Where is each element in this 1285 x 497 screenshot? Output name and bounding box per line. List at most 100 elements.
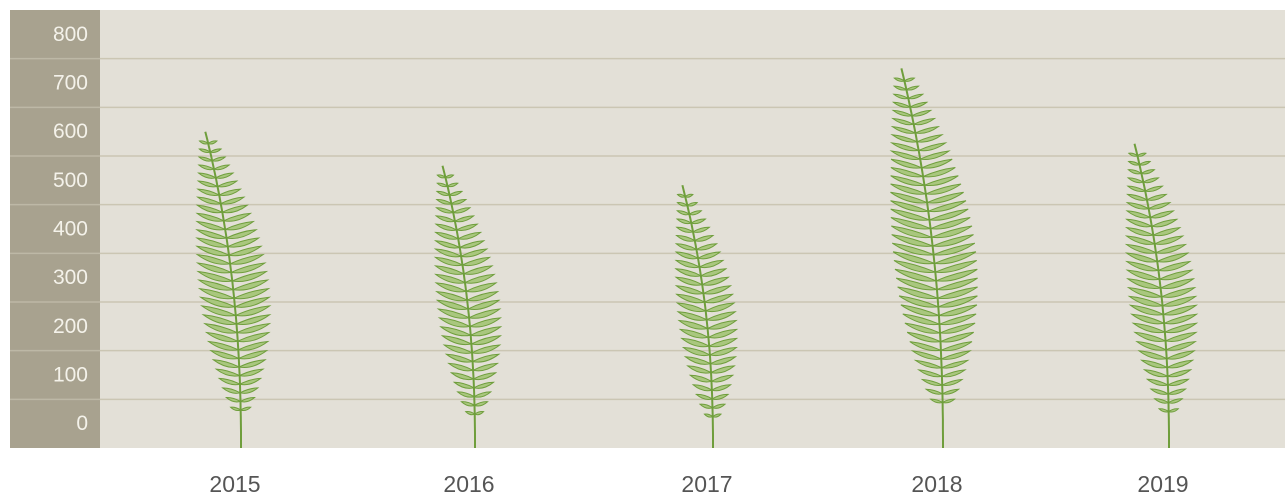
fern-leaflet <box>470 344 502 354</box>
fern-leaflet <box>469 335 503 346</box>
fern-leaflet <box>206 340 240 351</box>
fern-leaflet <box>676 210 691 216</box>
fern-leaflet <box>224 396 242 403</box>
fern-leaflet <box>212 164 231 171</box>
fern-leaflet <box>923 183 962 195</box>
fern-leaflet <box>889 142 921 152</box>
fern-leaflet <box>209 349 241 360</box>
fern-leaflet <box>892 251 937 265</box>
fern-leaflet <box>436 182 449 188</box>
fern-leaflet <box>1136 152 1147 157</box>
fern-leaflet <box>683 356 712 365</box>
fern-leaflet <box>450 198 468 205</box>
fern-leaflet <box>1127 295 1165 307</box>
fern-leaflet <box>440 335 473 346</box>
fern-leaflet <box>196 279 235 291</box>
fern-stem <box>1133 143 1170 448</box>
fern-leaflet <box>459 248 489 258</box>
fern-leaflet <box>462 265 494 275</box>
fern-leaflet <box>226 237 261 248</box>
fern-leaflet <box>237 349 269 360</box>
fern-bar <box>195 131 272 448</box>
fern-leaflet <box>447 362 475 372</box>
fern-leaflet <box>918 150 951 160</box>
fern-leaflet <box>696 251 722 260</box>
fern-leaflet <box>472 381 495 389</box>
fern-leaflet <box>890 208 932 221</box>
fern-leaflet <box>674 285 705 295</box>
fern-leaflet <box>1124 252 1159 263</box>
fern-leaflet <box>903 77 916 82</box>
fern-leaflet <box>1140 169 1156 175</box>
fern-leaflet <box>1166 378 1190 387</box>
fern-leaflet <box>935 286 978 300</box>
fern-leaflet <box>434 273 467 284</box>
fern-bar <box>674 184 739 448</box>
fern-leaflet <box>1125 260 1161 272</box>
fern-leaflet <box>433 240 462 249</box>
fern-leaflet <box>216 180 239 188</box>
fern-leaflet <box>1126 193 1149 201</box>
fern-leaflet <box>471 353 501 363</box>
fern-leaflet <box>234 305 272 317</box>
fern-leaflet <box>446 182 459 188</box>
fern-leaflet <box>455 223 479 231</box>
fern-leaflet <box>214 172 235 179</box>
x-tick-label: 2018 <box>911 471 962 497</box>
fern-leaflet <box>891 117 916 126</box>
fern-leaflet <box>439 326 473 337</box>
fern-leaflet <box>924 388 944 395</box>
fern-leaflet <box>224 229 258 239</box>
fern-leaflet <box>1127 152 1139 157</box>
fern-leaflet <box>704 302 736 313</box>
fern-leaflet <box>1167 408 1180 413</box>
fern-leaflet <box>204 331 240 343</box>
fern-leaflet <box>686 365 713 374</box>
y-tick-label: 600 <box>53 120 88 143</box>
fern-leaflet <box>678 328 710 339</box>
fern-leaflet <box>675 234 697 242</box>
fern-leaflet <box>220 204 249 214</box>
fern-leaflet <box>690 218 707 225</box>
x-tick-label: 2017 <box>681 471 732 497</box>
fern-leaflet <box>1148 210 1176 219</box>
fern-leaflet <box>694 393 714 400</box>
fern-leaflet <box>1165 350 1196 360</box>
fern-leaflet <box>680 337 711 348</box>
fern-leaflet <box>892 93 910 100</box>
fern-leaflet <box>710 374 735 383</box>
fern-leaflet <box>229 262 267 274</box>
y-tick-label: 400 <box>53 218 88 241</box>
fern-leaflet <box>919 158 953 169</box>
fern-leaflet <box>906 331 943 343</box>
fern-leaflet <box>444 353 475 363</box>
fern-leaflet <box>448 190 464 196</box>
fern-leaflet <box>890 134 919 143</box>
y-tick-label: 200 <box>53 315 88 338</box>
fern-leaflet <box>929 398 944 404</box>
fern-leaflet <box>710 384 733 392</box>
fern-leaflet <box>674 243 698 251</box>
fern-leaflet <box>910 109 933 117</box>
fern-leaflet <box>676 193 687 198</box>
fern-leaflet <box>898 295 941 308</box>
fern-leaflet <box>676 311 709 321</box>
fern-leaflet <box>1145 193 1168 201</box>
fern-leaflet <box>939 350 971 360</box>
fern-leaflet <box>890 183 928 195</box>
fern-leaflet <box>435 207 455 214</box>
fern-leaflet <box>711 413 722 418</box>
fern-leaflet <box>892 242 936 256</box>
fern-leaflet <box>460 256 492 267</box>
fern-leaflet <box>934 277 978 291</box>
fern-leaflet <box>444 174 455 179</box>
fern-leaflet <box>196 270 235 282</box>
fern-leaflet <box>464 410 476 416</box>
fern-leaflet <box>891 109 914 117</box>
fern-leaflet <box>200 305 238 317</box>
fern-leaflet <box>235 322 272 334</box>
fern-leaflet <box>217 188 243 196</box>
fern-leaflet <box>219 196 246 205</box>
fern-leaflet <box>195 229 229 239</box>
fern-leaflet <box>434 223 459 231</box>
